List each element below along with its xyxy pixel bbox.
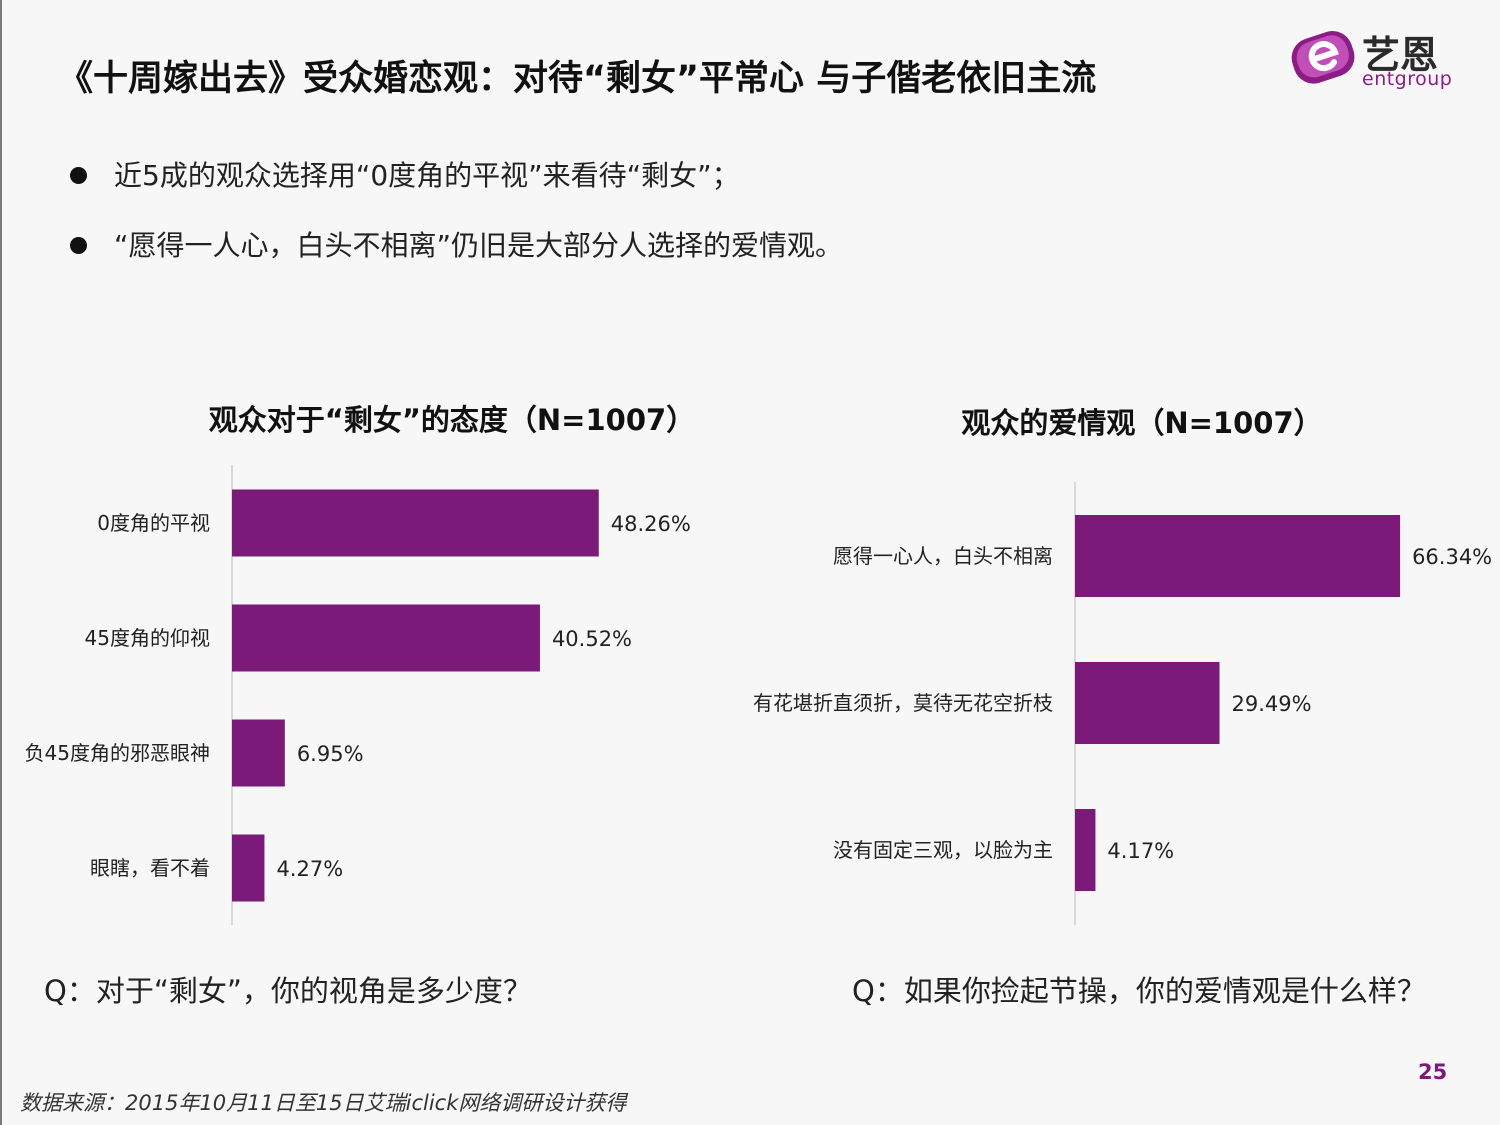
question-left: Q：对于“剩女”，你的视角是多少度？: [44, 974, 532, 1008]
category-label: 没有固定三观，以脸为主: [833, 838, 1053, 862]
data-label: 40.52%: [552, 627, 632, 651]
bullet-dot-icon: [70, 237, 87, 254]
logo-mark-icon: [1291, 31, 1355, 84]
bar: [1075, 515, 1401, 597]
bar: [1075, 809, 1096, 891]
bar: [1075, 662, 1220, 744]
data-label: 4.17%: [1107, 839, 1174, 863]
data-source-note: 数据来源：2015年10月11日至15日艾瑞iclick网络调研设计获得: [20, 1091, 627, 1115]
chart-title: 观众对于“剩女”的态度（N=1007）: [209, 403, 695, 437]
bar: [232, 489, 599, 557]
category-label: 眼瞎，看不着: [90, 856, 210, 880]
category-label: 负45度角的邪恶眼神: [25, 741, 210, 765]
chart-attitude-svg: 观众对于“剩女”的态度（N=1007） 0度角的平视 48.26% 45度角的仰视 40…: [25, 403, 695, 925]
data-label: 66.34%: [1412, 545, 1492, 569]
bar: [232, 719, 285, 787]
page-title: 《十周嫁出去》受众婚恋观：对待“剩女”平常心 与子偕老依旧主流: [58, 59, 1097, 99]
chart-attitude-leftover-women: 观众对于“剩女”的态度（N=1007） 0度角的平视 48.26% 45度角的仰视 40…: [0, 390, 750, 935]
category-label: 愿得一心人，白头不相离: [833, 544, 1053, 568]
chart-love-view: 观众的爱情观（N=1007） 愿得一心人，白头不相离 66.34% 有花堪折直须折，莫…: [730, 390, 1500, 935]
logo-brand-en: entgroup: [1362, 68, 1453, 90]
question-right: Q：如果你捡起节操，你的爱情观是什么样？: [852, 974, 1426, 1008]
bar: [232, 604, 540, 672]
left-edge-line: [0, 0, 2, 1125]
logo-brand-cn: 艺恩: [1362, 33, 1439, 77]
entgroup-logo: 艺恩 entgroup: [1288, 26, 1458, 96]
page-number: 25: [1418, 1060, 1448, 1084]
data-label: 6.95%: [297, 742, 364, 766]
data-label: 48.26%: [611, 512, 691, 536]
bar: [232, 834, 265, 902]
bullet-text: “愿得一人心，白头不相离”仍旧是大部分人选择的爱情观。: [114, 229, 844, 262]
category-label: 0度角的平视: [97, 511, 210, 535]
bullet-dot-icon: [70, 167, 87, 184]
chart-love-view-svg: 观众的爱情观（N=1007） 愿得一心人，白头不相离 66.34% 有花堪折直须折，莫…: [753, 406, 1492, 925]
category-label: 45度角的仰视: [85, 626, 210, 650]
category-label: 有花堪折直须折，莫待无花空折枝: [753, 691, 1053, 715]
data-label: 29.49%: [1232, 692, 1312, 716]
data-label: 4.27%: [276, 857, 343, 881]
chart-title: 观众的爱情观（N=1007）: [961, 406, 1322, 440]
bullet-text: 近5成的观众选择用“0度角的平视”来看待“剩女”；: [114, 159, 740, 192]
